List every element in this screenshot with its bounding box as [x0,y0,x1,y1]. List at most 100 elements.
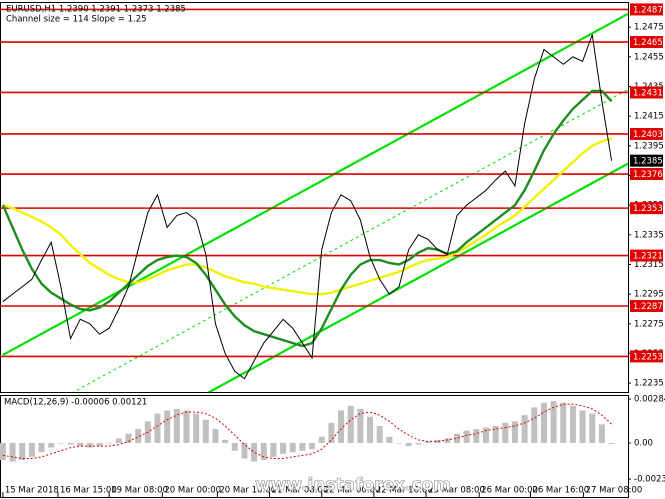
macd-bar [280,442,287,454]
macd-bar [115,438,122,443]
macd-bar [212,429,219,443]
x-tick-label: 21 Mar 08:00 [272,486,329,496]
macd-bar [57,442,64,444]
price-line [2,34,613,380]
level-label-box [630,350,663,363]
macd-bar [222,439,229,443]
macd-bar [251,442,258,462]
y-tick-label: 1.2295 [634,290,664,300]
macd-bar [511,421,518,443]
y-tick-label: 1.2275 [634,319,664,329]
macd-bar [154,413,161,443]
macd-bar [357,408,364,443]
macd-bar [502,422,509,443]
macd-bar [338,410,345,443]
macd-bar [376,425,383,443]
channel-line [2,12,628,356]
macd-bar [241,442,248,459]
macd-bar [106,442,113,444]
macd-bar [164,410,171,443]
macd-bar [386,436,393,443]
macd-bar [289,442,296,453]
x-tick-label: 20 Mar 00:00 [164,486,221,496]
macd-bar [425,441,432,443]
macd-bar [48,442,55,448]
y-tick-label: 1.2415 [634,112,664,122]
level-label-box [630,86,663,99]
y-tick-label: 1.2475 [634,23,664,33]
macd-bar [9,442,16,462]
y-tick-label: -0.00233 [634,475,665,485]
level-label: 1.2465 [633,38,663,48]
macd-bar [202,419,209,443]
macd-bar [77,442,84,447]
macd-bar [38,442,45,453]
macd-bar [540,402,547,443]
macd-signal [2,403,612,459]
macd-bar [405,442,412,447]
macd-bar [598,424,605,443]
macd-bar [28,442,35,457]
macd-bar [396,442,403,444]
macd-bar [96,442,103,447]
watermark: www.instaforex.com [255,475,451,495]
overlay: 1.24751.24551.24351.24151.23951.23751.23… [0,3,665,497]
macd-bar [473,429,480,443]
price-label-box [630,154,663,167]
macd-bar [367,416,374,443]
macd-bar [19,442,26,461]
macd-bar [86,442,93,448]
macd-bar [125,433,132,443]
macd-bar [67,442,74,445]
macd-bar [550,401,557,443]
x-tick-label: 23 Mar 08:00 [428,486,485,496]
level-label: 1.2403 [633,130,663,140]
x-tick-label: 20 Mar 16:00 [219,486,276,496]
level-label-box [630,36,663,49]
macd-bar [135,429,142,443]
x-tick-label: 15 Mar 2018 [5,486,59,496]
macd-bar [608,442,615,444]
macd-bar [434,439,441,443]
macd-bar [463,430,470,443]
macd-bar [589,413,596,443]
moving-average [1,89,613,348]
macd-bar [453,433,460,443]
x-tick-label: 16 Mar 15:00 [60,486,117,496]
level-label-box [630,299,663,312]
macd-bar [183,410,190,443]
level-label: 1.2253 [633,352,663,362]
level-label-box [630,3,663,16]
level-label-box [630,249,663,262]
x-tick-label: 19 Mar 08:00 [111,486,168,496]
macd-title: MACD(12,26,9) -0.00006 0.00121 [4,398,147,408]
macd-bar [482,427,489,443]
level-label: 1.2321 [633,252,663,262]
y-tick-label: 1.2395 [634,141,664,151]
chart-title: EURUSD,H1 1.2390 1.2391 1.2373 1.2385 [6,5,186,15]
y-tick-label: 0.00 [634,438,653,448]
y-tick-label: 1.2235 [634,379,664,389]
chart-subtitle: Channel size = 114 Slope = 1.25 [6,15,147,25]
level-label: 1.2353 [633,204,663,214]
macd-bar [531,407,538,443]
macd-bar [309,442,316,450]
price-label: 1.2385 [633,157,663,167]
macd-bar [444,438,451,443]
macd-bar [318,436,325,443]
macd-bar [270,442,277,457]
macd-bar [260,442,267,461]
level-label-box [630,202,663,215]
level-label: 1.2487 [633,5,663,15]
x-tick-label: 26 Mar 00:00 [481,486,538,496]
macd-bar [328,422,335,443]
x-tick-label: 26 Mar 16:00 [532,486,589,496]
y-tick-label: 1.2335 [634,230,664,240]
macd-bar [231,442,238,451]
x-tick-label: 22 Mar 16:00 [376,486,433,496]
level-label: 1.2287 [633,302,663,312]
main-plot [0,8,628,392]
macd-bar [347,405,354,443]
macd-bar [579,410,586,443]
